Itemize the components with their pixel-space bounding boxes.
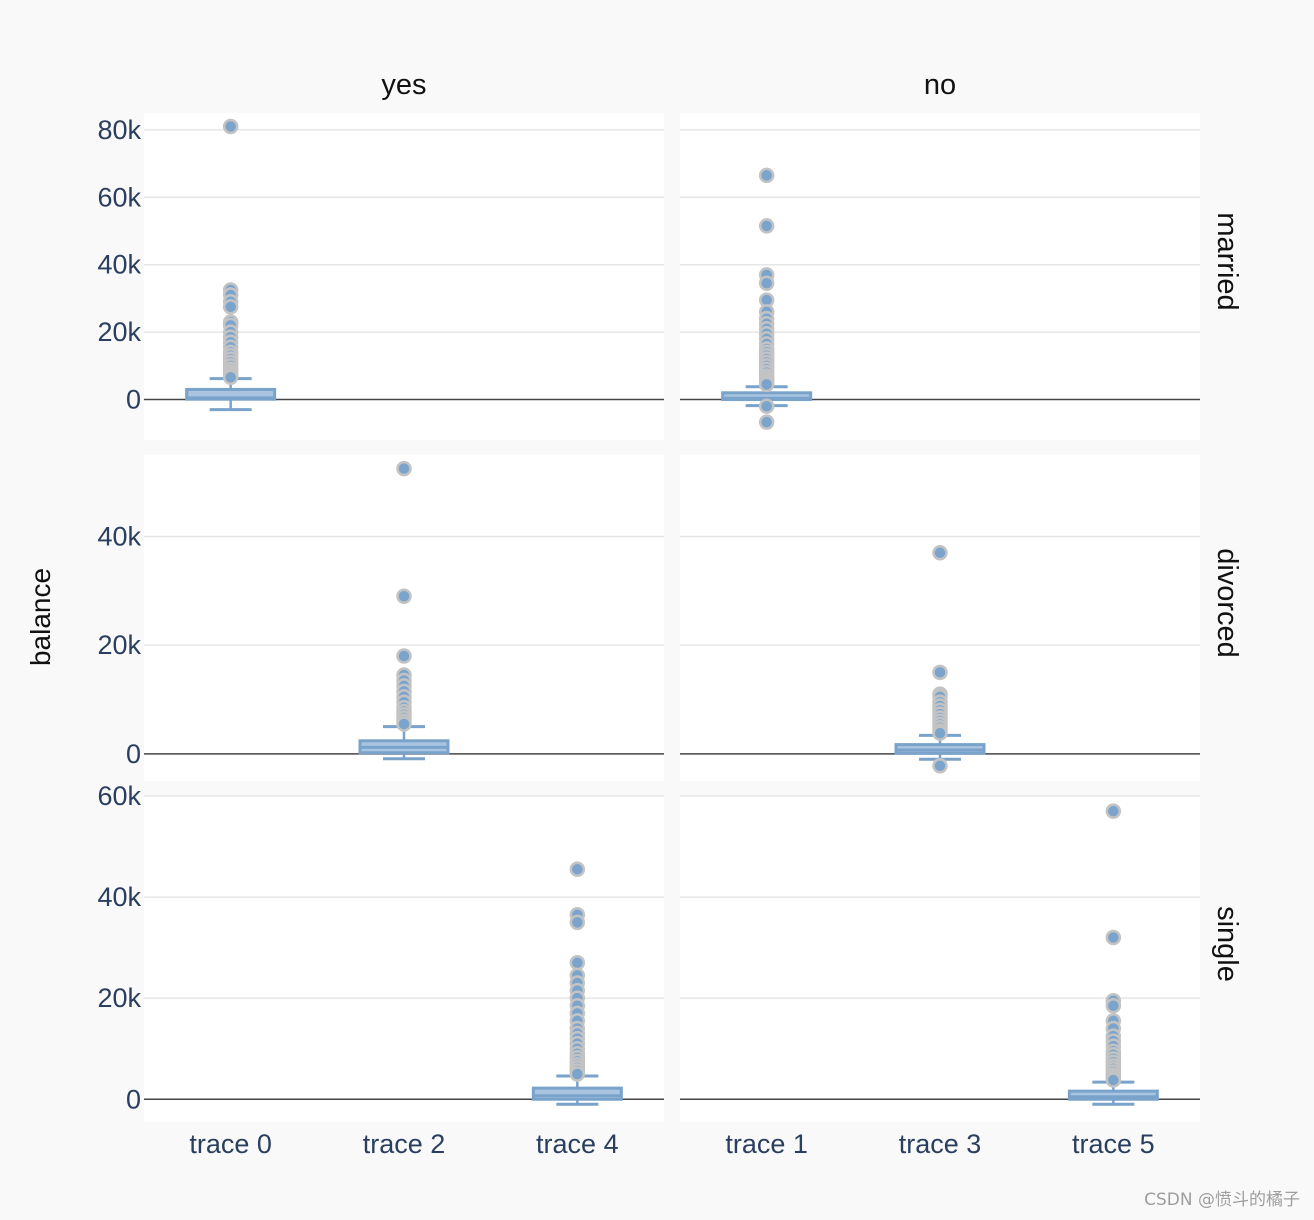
row-facet-label: single [1211, 906, 1243, 982]
row-facet-label: divorced [1211, 548, 1243, 658]
y-tick-label: 80k [97, 115, 141, 145]
outlier-point [758, 218, 775, 234]
y-tick-label: 40k [97, 882, 141, 912]
y-tick-label: 40k [97, 250, 141, 280]
outlier-point [569, 1066, 586, 1082]
x-tick-label: trace 5 [1072, 1129, 1155, 1159]
y-tick-label: 20k [97, 630, 141, 660]
outlier-point [222, 369, 239, 386]
outlier-point [758, 398, 775, 415]
outlier-point [222, 299, 239, 315]
y-tick-label: 0 [126, 739, 141, 769]
box-body [531, 1086, 623, 1101]
outlier-point [758, 167, 775, 184]
plot-panel-single-yes [144, 796, 664, 1122]
outlier-point [932, 758, 948, 774]
x-tick-label: trace 0 [189, 1129, 272, 1159]
outlier-point [396, 460, 412, 477]
outlier-point [1105, 929, 1122, 946]
outlier-point [1105, 998, 1122, 1014]
outlier-point [396, 716, 412, 732]
outlier-point [1105, 1072, 1122, 1088]
row-facet-label: married [1211, 212, 1243, 310]
y-tick-label: 40k [97, 522, 141, 552]
y-tick-label: 0 [126, 1084, 141, 1114]
column-facet-label: no [924, 69, 956, 101]
x-tick-label: trace 4 [536, 1129, 619, 1159]
outlier-point [569, 861, 586, 878]
outlier-point [758, 275, 775, 291]
outlier-point [222, 118, 239, 135]
outlier-point [758, 414, 775, 430]
x-tick-label: trace 1 [725, 1129, 808, 1159]
box-trace-1 [721, 167, 813, 430]
outlier-point [569, 914, 586, 931]
outlier-point [1105, 803, 1122, 819]
y-tick-label: 60k [97, 781, 141, 811]
column-facet-label: yes [381, 69, 426, 101]
plot-panel-single-no [680, 796, 1200, 1122]
outlier-point [932, 545, 948, 561]
outlier-point [569, 955, 586, 971]
box-trace-2 [358, 460, 450, 761]
x-tick-label: trace 3 [899, 1129, 982, 1159]
outlier-point [932, 725, 948, 741]
outlier-point [758, 376, 775, 393]
outlier-point [396, 588, 412, 605]
plot-panel-married-no [680, 113, 1200, 440]
outlier-point [396, 648, 412, 664]
box-trace-3 [894, 545, 986, 774]
box-body [1067, 1089, 1159, 1101]
watermark: CSDN @愤斗的橘子 [1144, 1190, 1300, 1210]
x-tick-label: trace 2 [363, 1129, 446, 1159]
y-tick-label: 0 [126, 385, 141, 415]
box-trace-0 [185, 118, 277, 412]
box-trace-4 [531, 861, 623, 1106]
box-trace-5 [1067, 803, 1159, 1106]
y-tick-label: 20k [97, 317, 141, 347]
y-tick-label: 20k [97, 983, 141, 1013]
y-axis-title: balance [25, 568, 56, 666]
y-tick-label: 60k [97, 182, 141, 212]
outlier-point [932, 664, 948, 681]
